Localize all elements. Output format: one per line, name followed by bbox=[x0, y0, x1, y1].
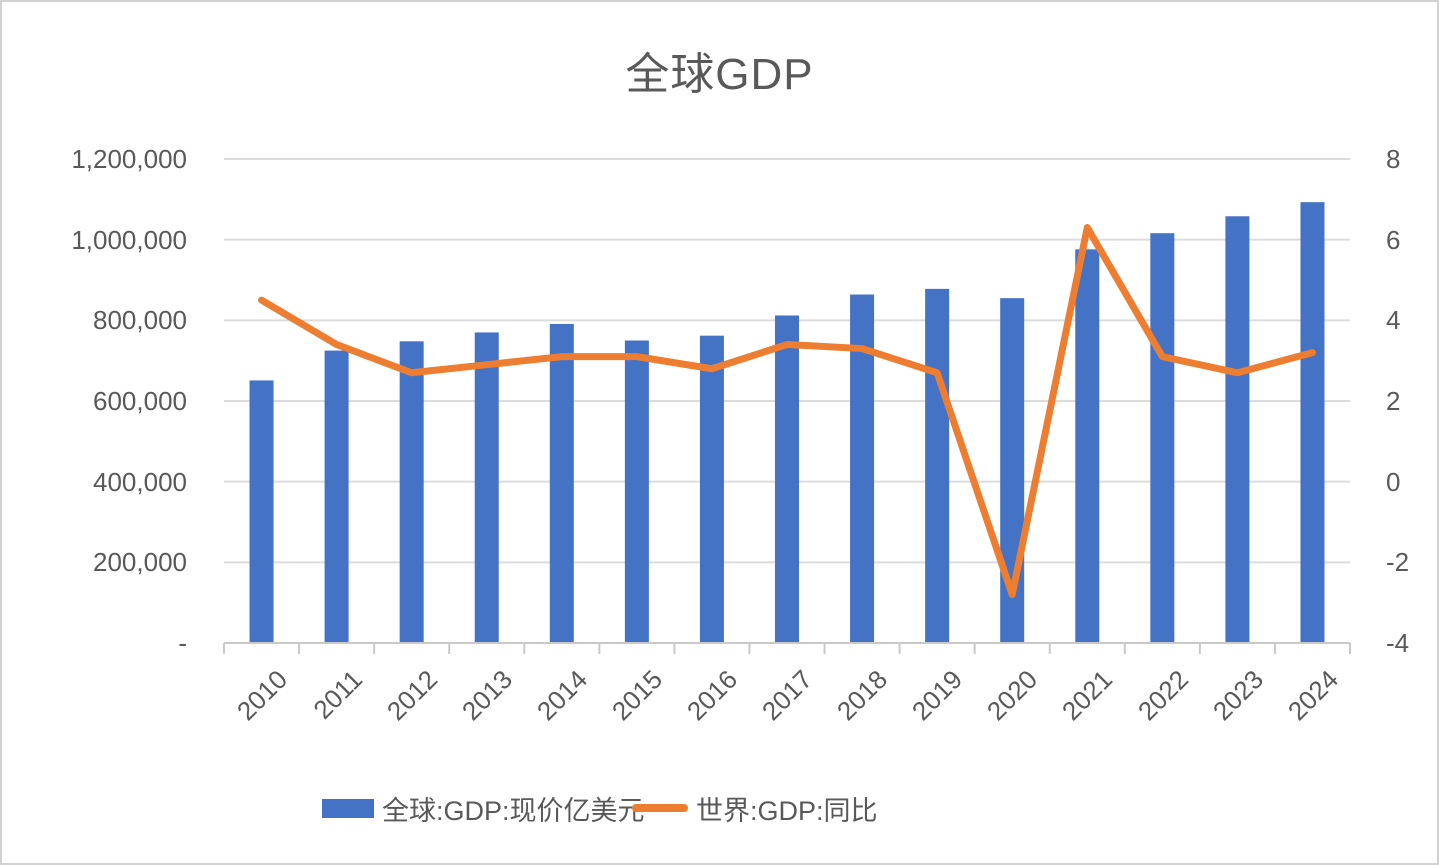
bar-2013 bbox=[474, 332, 499, 643]
y-right-tick-label: 6 bbox=[1386, 224, 1401, 255]
line-series-swatch bbox=[632, 804, 688, 812]
legend: 全球:GDP:现价亿美元 世界:GDP:同比 bbox=[2, 788, 1437, 832]
legend-item-bar-series: 全球:GDP:现价亿美元 bbox=[322, 788, 645, 828]
bar-2010 bbox=[249, 380, 274, 643]
y-left-tick-label: 1,200,000 bbox=[71, 144, 187, 174]
bar-2011 bbox=[324, 350, 349, 643]
yoy-line bbox=[258, 224, 1316, 599]
y-right-tick-label: 8 bbox=[1386, 144, 1401, 174]
y-left-tick-label: - bbox=[178, 628, 187, 658]
chart-title: 全球GDP bbox=[625, 50, 814, 99]
y-left-tick-label: 1,000,000 bbox=[71, 224, 187, 255]
bar-2019 bbox=[925, 288, 950, 643]
bar-2017 bbox=[775, 315, 799, 643]
y-right-tick-label: 2 bbox=[1386, 386, 1401, 416]
bar-2022 bbox=[1150, 233, 1175, 644]
bar-2023 bbox=[1225, 216, 1250, 644]
bar-2014 bbox=[549, 323, 574, 643]
bar-2015 bbox=[624, 340, 649, 643]
bar-2016 bbox=[699, 335, 724, 643]
y-left-tick-label: 200,000 bbox=[93, 547, 187, 578]
bar-2021 bbox=[1075, 249, 1100, 643]
y-right-tick-label: -4 bbox=[1386, 628, 1410, 658]
y-left-tick-label: 400,000 bbox=[93, 466, 187, 497]
legend-item-line-series: 世界:GDP:同比 bbox=[632, 788, 878, 828]
y-right-tick-label: 4 bbox=[1386, 305, 1401, 336]
bar-series-label: 全球:GDP:现价亿美元 bbox=[382, 795, 645, 826]
y-right-tick-label: -2 bbox=[1386, 547, 1410, 578]
bar-2012 bbox=[399, 341, 424, 643]
line-series-label: 世界:GDP:同比 bbox=[696, 795, 878, 826]
y-left-tick-label: 600,000 bbox=[93, 386, 187, 416]
y-right-tick-label: 0 bbox=[1386, 466, 1401, 497]
y-left-tick-label: 800,000 bbox=[93, 305, 187, 336]
bar-2024 bbox=[1300, 202, 1325, 643]
bar-series-swatch bbox=[322, 798, 374, 818]
